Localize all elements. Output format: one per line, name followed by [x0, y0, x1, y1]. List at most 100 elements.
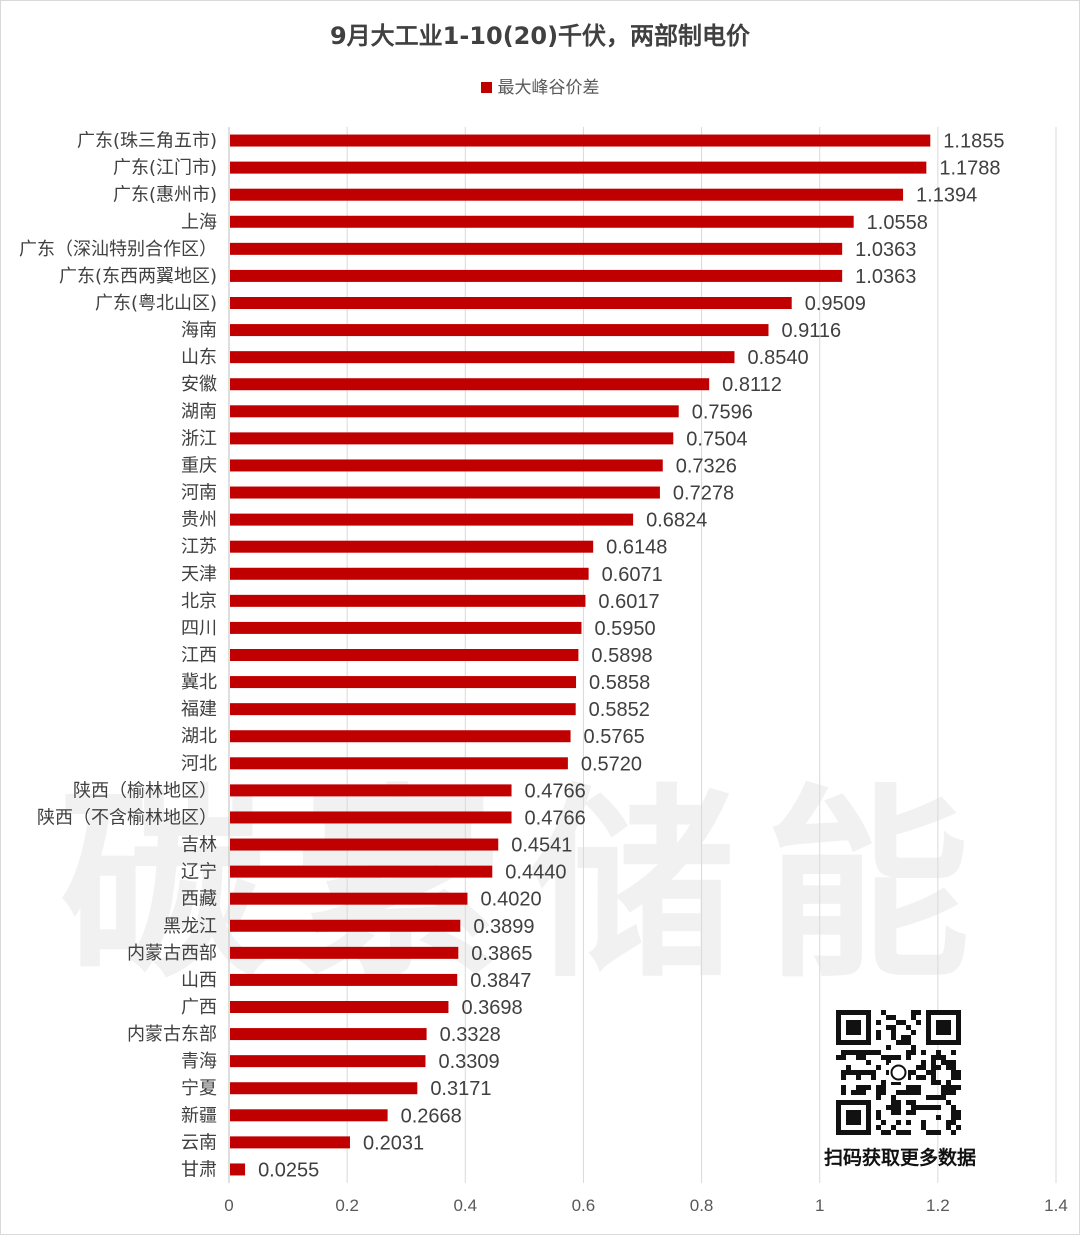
- x-tick-label: 0.6: [572, 1196, 596, 1215]
- bar: [230, 161, 927, 174]
- watermark-text: 碳素储能: [60, 766, 1000, 1006]
- category-label: 广东(粤北山区): [95, 293, 217, 314]
- data-label: 0.4766: [525, 807, 586, 829]
- bar: [230, 242, 843, 255]
- bar: [230, 215, 854, 228]
- category-label: 吉林: [181, 835, 217, 856]
- category-label: 河北: [181, 753, 217, 774]
- bar: [230, 540, 594, 553]
- bar: [230, 513, 634, 526]
- bar: [230, 811, 512, 824]
- bar: [230, 567, 589, 580]
- data-label: 0.5765: [584, 726, 645, 748]
- bar: [230, 865, 493, 878]
- data-label: 0.9116: [781, 320, 841, 342]
- category-label: 山东: [181, 347, 217, 368]
- data-label: 0.6824: [646, 510, 707, 532]
- x-tick-label: 1.2: [926, 1196, 950, 1215]
- category-label: 贵州: [181, 510, 217, 531]
- bar: [230, 649, 579, 661]
- data-label: 0.3865: [471, 943, 532, 965]
- category-label: 广东(珠三角五市): [77, 131, 217, 152]
- bar: [230, 946, 459, 959]
- bar: [230, 459, 663, 472]
- data-label: 0.6148: [606, 537, 667, 559]
- data-label: 0.5720: [581, 753, 642, 775]
- data-label: 0.5950: [594, 618, 655, 640]
- category-label: 广东(东西两翼地区): [59, 266, 217, 287]
- data-label: 0.8540: [747, 347, 808, 369]
- qr-code: [830, 1008, 970, 1136]
- bar: [230, 594, 586, 607]
- bar: [230, 188, 904, 201]
- data-label: 0.7278: [673, 483, 734, 505]
- bar: [230, 1109, 388, 1122]
- category-label: 陕西（不含榆林地区）: [37, 807, 217, 828]
- data-label: 0.4020: [480, 889, 541, 911]
- x-tick-label: 0: [224, 1196, 233, 1215]
- bar: [230, 1028, 427, 1041]
- bar: [230, 351, 735, 364]
- legend: 最大峰谷价差: [0, 73, 1080, 98]
- data-label: 0.0255: [258, 1159, 319, 1181]
- data-label: 0.7596: [692, 401, 753, 423]
- bar: [230, 730, 571, 743]
- data-label: 1.0363: [855, 266, 916, 288]
- data-label: 0.3899: [473, 916, 534, 938]
- category-label: 福建: [181, 699, 217, 720]
- category-label: 四川: [181, 618, 217, 639]
- category-label: 内蒙古西部: [127, 943, 217, 964]
- data-label: 0.7326: [676, 455, 737, 477]
- x-tick-label: 0.4: [453, 1196, 477, 1215]
- category-label: 江西: [181, 645, 217, 666]
- category-label: 广东(惠州市): [113, 185, 217, 206]
- category-label: 浙江: [181, 428, 217, 449]
- bar: [230, 432, 674, 445]
- category-label: 陕西（榆林地区）: [73, 780, 217, 801]
- x-tick-label: 1: [815, 1196, 824, 1215]
- data-label: 0.4541: [511, 835, 572, 857]
- category-label: 辽宁: [181, 862, 217, 883]
- data-label: 1.0558: [867, 212, 928, 234]
- data-label: 1.1788: [939, 158, 1000, 180]
- category-label: 冀北: [181, 672, 217, 693]
- category-label: 云南: [181, 1132, 217, 1153]
- category-label: 黑龙江: [163, 916, 217, 937]
- category-label: 湖南: [181, 401, 217, 422]
- data-label: 0.3328: [440, 1024, 501, 1046]
- category-label: 宁夏: [181, 1078, 217, 1099]
- data-label: 1.1855: [943, 131, 1004, 153]
- bar: [230, 703, 576, 716]
- category-label: 广东(江门市): [113, 158, 217, 179]
- bar: [230, 838, 499, 851]
- bar: [230, 1163, 246, 1176]
- data-label: 0.2031: [363, 1132, 424, 1154]
- bar: [230, 297, 792, 309]
- bar: [230, 378, 710, 391]
- bar: [230, 324, 769, 337]
- category-label: 北京: [181, 591, 217, 612]
- bar: [230, 1136, 350, 1149]
- bar: [230, 621, 582, 634]
- category-label: 海南: [181, 320, 217, 341]
- data-label: 0.3309: [438, 1051, 499, 1073]
- data-label: 0.3847: [470, 970, 531, 992]
- category-label: 山西: [181, 970, 217, 991]
- data-label: 0.6071: [602, 564, 663, 586]
- category-label: 西藏: [181, 889, 217, 910]
- bar: [230, 269, 843, 282]
- data-label: 0.8112: [722, 374, 782, 396]
- data-label: 0.3698: [461, 997, 522, 1019]
- legend-label: 最大峰谷价差: [497, 78, 600, 98]
- x-tick-label: 1.4: [1044, 1196, 1068, 1215]
- bar: [230, 757, 568, 770]
- bar: [230, 784, 512, 797]
- category-label: 安徽: [181, 374, 217, 395]
- data-label: 0.3171: [430, 1078, 491, 1100]
- data-label: 0.4766: [525, 780, 586, 802]
- category-label: 青海: [181, 1051, 217, 1072]
- bar: [230, 892, 468, 905]
- category-label: 河南: [181, 483, 217, 504]
- bar: [230, 919, 461, 932]
